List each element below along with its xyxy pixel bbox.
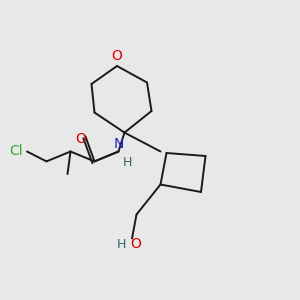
Text: H: H [117,238,126,251]
Text: N: N [113,137,124,151]
Text: O: O [75,132,86,146]
Text: Cl: Cl [9,144,22,158]
Text: O: O [112,49,122,63]
Text: H: H [122,156,132,169]
Text: O: O [130,237,141,250]
